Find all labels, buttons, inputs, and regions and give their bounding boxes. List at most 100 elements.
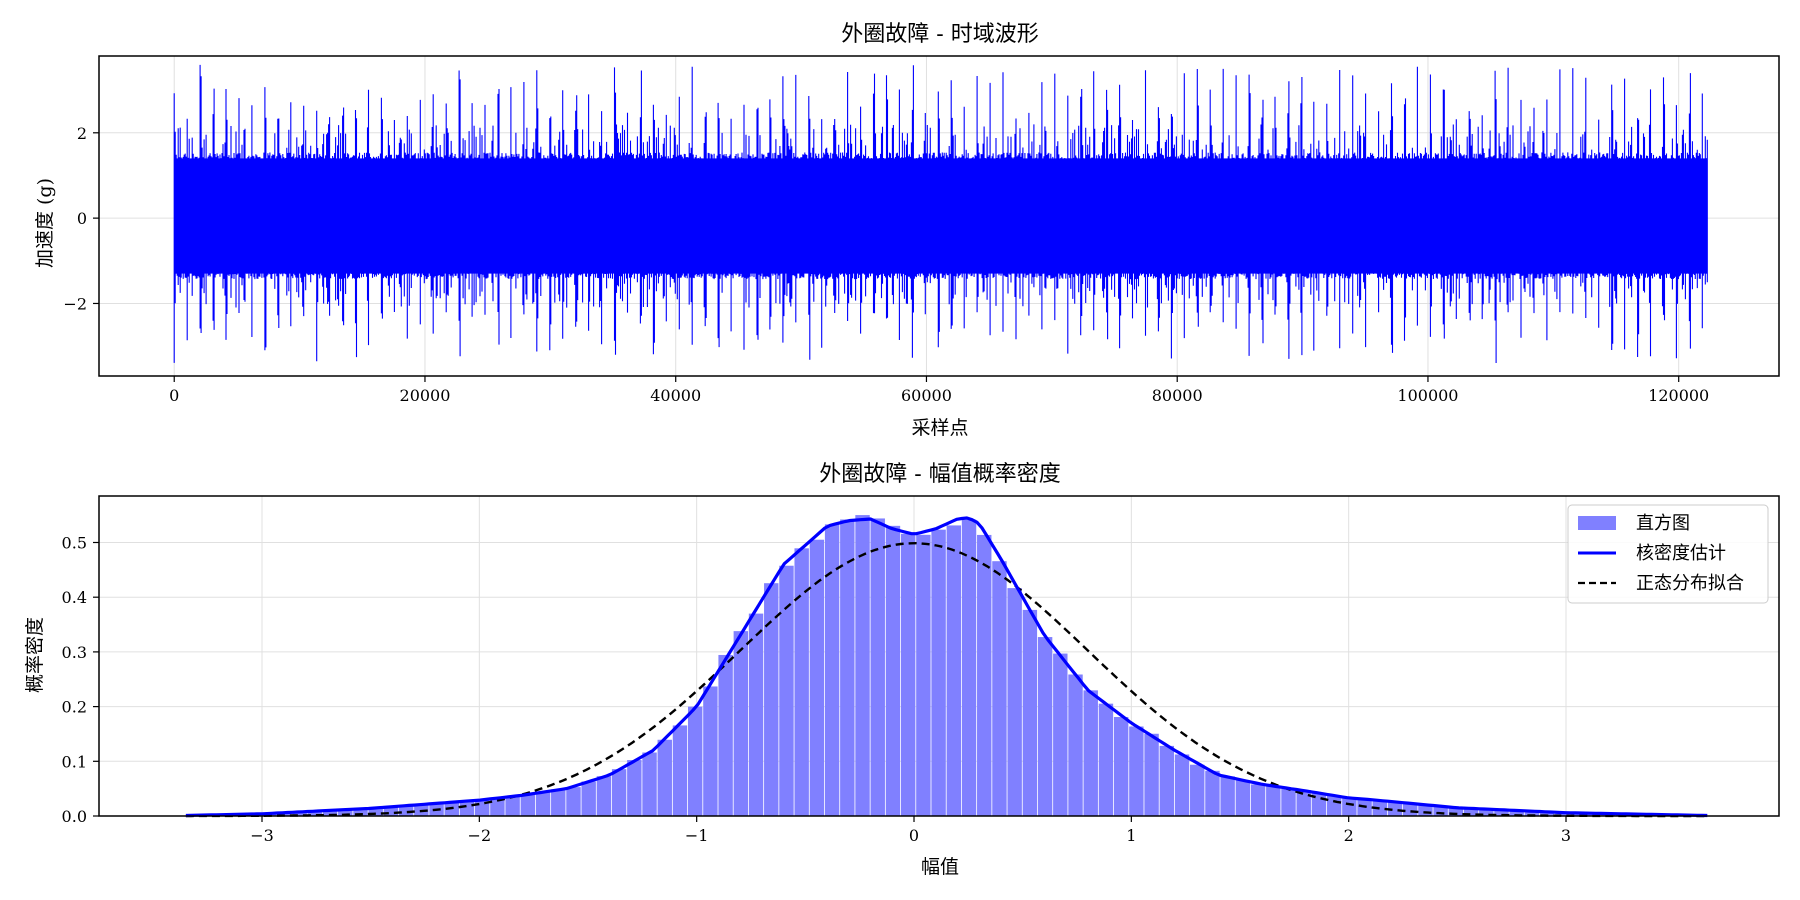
- histogram-bar: [1539, 811, 1555, 816]
- histogram-bar: [916, 534, 931, 816]
- histogram-bar: [657, 739, 672, 816]
- x-tick-label: 60000: [901, 386, 952, 405]
- y-axis-label: 概率密度: [24, 617, 46, 693]
- ticks: −3 −2 −1 0 1 2 3 0.0 0.1 0.2 0.3 0.4 0.5: [62, 533, 1572, 845]
- ticks: 0 20000 40000 60000 80000 100000 120000 −2 0 2: [63, 124, 1709, 405]
- x-tick-label: 40000: [650, 386, 701, 405]
- histogram-bar: [687, 706, 703, 816]
- histogram-bar: [794, 548, 809, 816]
- histogram-bars: [185, 515, 1707, 816]
- histogram-bar: [1113, 716, 1129, 816]
- legend: 直方图 核密度估计 正态分布拟合: [1567, 504, 1769, 604]
- histogram-bar: [1555, 812, 1570, 816]
- y-tick-label: 0: [77, 209, 87, 228]
- x-axis-label: 采样点: [911, 417, 968, 439]
- histogram-bar: [1098, 703, 1114, 816]
- x-tick-label: 0: [909, 826, 919, 845]
- histogram-bar: [1007, 588, 1022, 816]
- histogram-bar: [596, 776, 612, 816]
- y-axis-label: 加速度 (g): [34, 178, 56, 268]
- histogram-bar: [1524, 811, 1540, 816]
- histogram-bar: [611, 769, 627, 816]
- histogram-bar: [338, 809, 353, 816]
- normal-fit-curve: [185, 541, 1708, 818]
- histogram-bar: [1129, 726, 1144, 816]
- histogram-bar: [581, 781, 596, 816]
- histogram-bar: [1418, 805, 1433, 816]
- histogram-bar: [992, 561, 1007, 816]
- histogram-bar: [1296, 790, 1311, 816]
- x-tick-label: 1: [1126, 826, 1136, 845]
- histogram-bar: [307, 811, 323, 816]
- y-tick-label: 0.0: [62, 807, 87, 826]
- histogram-bar: [931, 529, 946, 816]
- histogram-bar: [672, 725, 688, 816]
- x-tick-label: −1: [685, 826, 709, 845]
- histogram-bar: [322, 810, 338, 816]
- histogram-bar: [1083, 690, 1098, 816]
- x-tick-label: 3: [1561, 826, 1571, 845]
- x-tick-label: 0: [169, 386, 179, 405]
- x-tick-label: 80000: [1152, 386, 1203, 405]
- legend-label-histogram: 直方图: [1636, 513, 1690, 534]
- histogram-bar: [977, 534, 992, 816]
- histogram-bar: [535, 791, 551, 816]
- histogram-bar: [1387, 801, 1403, 816]
- histogram-bar: [1433, 806, 1448, 816]
- histogram-bar: [1037, 637, 1053, 816]
- histogram-bar: [1266, 785, 1281, 816]
- histogram-bar: [946, 525, 962, 816]
- histogram-bar: [505, 796, 520, 816]
- x-tick-label: −2: [468, 826, 492, 845]
- histogram-bar: [855, 515, 870, 816]
- histogram-bar: [870, 518, 885, 816]
- histogram-bar: [900, 533, 916, 816]
- y-tick-label: 0.1: [62, 752, 87, 771]
- x-tick-label: −3: [250, 826, 274, 845]
- histogram-bar: [277, 812, 292, 816]
- x-axis-label: 幅值: [921, 856, 959, 878]
- histogram-bar: [490, 798, 505, 816]
- histogram-bar: [1342, 798, 1357, 816]
- y-tick-label: 0.5: [62, 533, 87, 552]
- histogram-bar: [733, 631, 749, 816]
- histogram-bar: [961, 519, 977, 816]
- amplitude-pdf-chart: 外圈故障 - 幅值概率密度 幅值 概率密度 −3 −2 −1 0 1 2 3 0.0 0.1 0.…: [24, 462, 1780, 878]
- y-tick-label: 0.4: [62, 588, 87, 607]
- legend-swatch-histogram: [1578, 516, 1616, 530]
- histogram-bar: [779, 565, 794, 816]
- histogram-bar: [748, 613, 764, 816]
- histogram-bar: [824, 524, 840, 816]
- y-tick-label: −2: [63, 294, 87, 313]
- histogram-bar: [292, 811, 307, 816]
- histogram-bar: [764, 583, 779, 816]
- legend-frame: [1567, 504, 1769, 604]
- legend-label-kde: 核密度估计: [1636, 543, 1726, 564]
- histogram-bar: [703, 686, 718, 816]
- histogram-bar: [642, 752, 657, 816]
- histogram-bar: [1022, 609, 1038, 816]
- histogram-bar: [1494, 809, 1509, 816]
- histogram-bar: [1220, 776, 1235, 816]
- histogram-bar: [1372, 800, 1387, 816]
- histogram-bar: [627, 760, 642, 816]
- histogram-bar: [1448, 807, 1464, 816]
- axes-frame: [98, 495, 1780, 817]
- chart-title: 外圈故障 - 幅值概率密度: [819, 462, 1060, 487]
- x-tick-label: 2: [1344, 826, 1354, 845]
- kde-curve: [185, 516, 1708, 818]
- histogram-bar: [566, 787, 581, 816]
- histogram-bar: [368, 807, 383, 816]
- y-tick-label: 0.3: [62, 643, 87, 662]
- x-tick-label: 100000: [1397, 386, 1458, 405]
- histogram-bar: [1068, 674, 1083, 816]
- plot-area: [173, 64, 1708, 363]
- histogram-bar: [1250, 784, 1266, 816]
- histogram-bar: [885, 525, 901, 816]
- x-tick-label: 20000: [400, 386, 451, 405]
- histogram-bar: [1190, 764, 1205, 816]
- histogram-bar: [840, 519, 855, 816]
- time-waveform-chart: 外圈故障 - 时域波形 采样点 加速度 (g) 0 20000 40000 60000…: [34, 22, 1780, 439]
- histogram-bar: [1509, 810, 1524, 816]
- legend-label-normal: 正态分布拟合: [1636, 573, 1744, 594]
